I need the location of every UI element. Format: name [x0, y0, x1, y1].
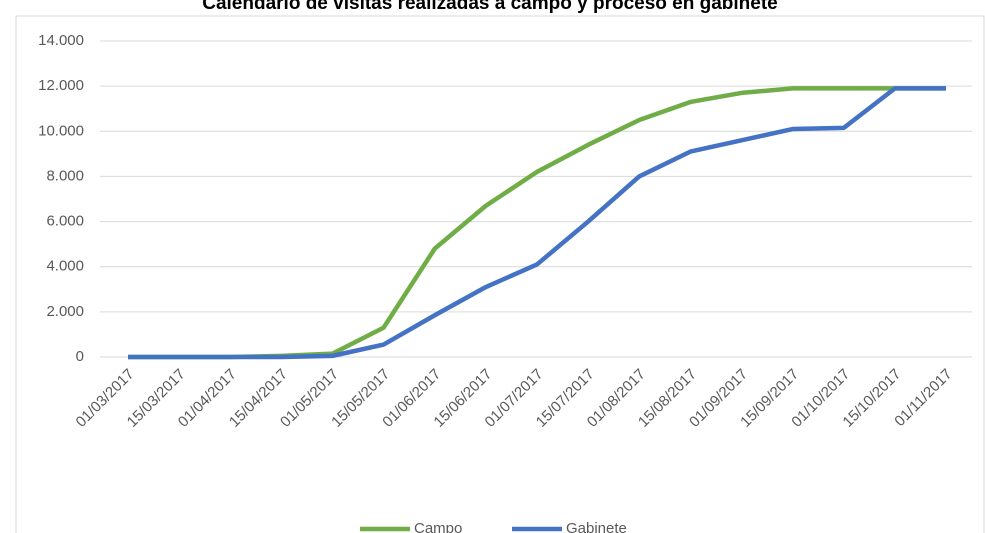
y-tick-label: 0: [76, 348, 84, 365]
chart-title: Calendario de visitas realizadas a campo…: [202, 0, 778, 14]
y-tick-label: 10.000: [38, 122, 84, 139]
y-tick-label: 6.000: [46, 213, 84, 230]
y-tick-label: 4.000: [46, 258, 84, 275]
y-tick-label: 12.000: [38, 77, 84, 94]
y-tick-label: 8.000: [46, 167, 84, 184]
series-line: [128, 86, 946, 360]
y-tick-label: 2.000: [46, 303, 84, 320]
y-tick-label: 14.000: [38, 32, 84, 49]
legend-label: Campo: [414, 520, 462, 533]
legend-label: Gabinete: [566, 520, 627, 533]
chart-frame: [15, 15, 985, 533]
